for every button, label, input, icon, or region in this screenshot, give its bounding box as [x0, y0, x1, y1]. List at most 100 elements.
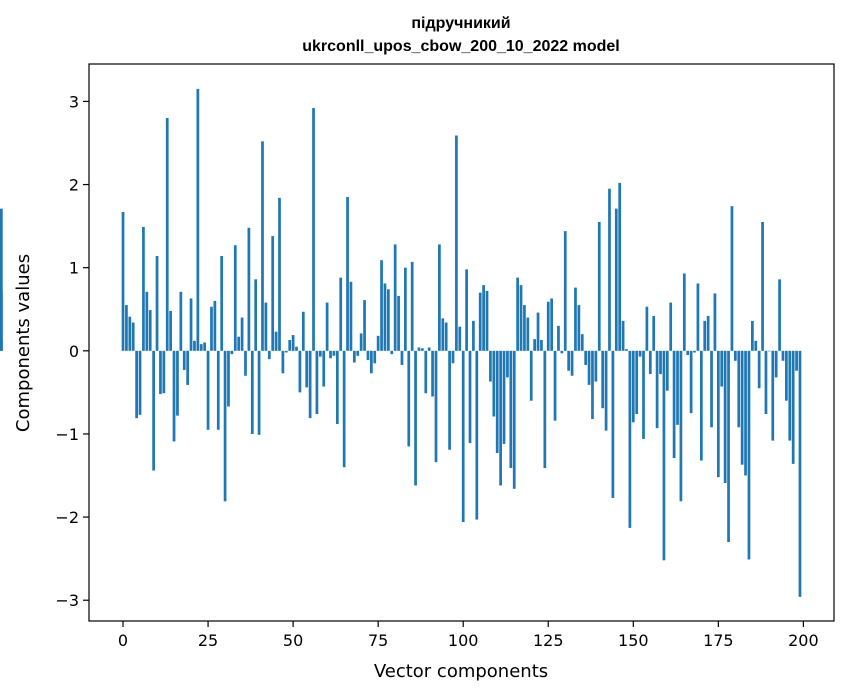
bar [267, 350, 271, 360]
bar [492, 350, 496, 417]
bar [159, 350, 162, 395]
bar [696, 283, 700, 351]
bar [733, 350, 737, 361]
bar [152, 350, 155, 471]
bar [778, 279, 781, 351]
bar [421, 348, 424, 351]
bar [441, 318, 445, 351]
bar [730, 206, 734, 351]
bar [795, 350, 798, 371]
bar [570, 350, 574, 376]
bar [349, 281, 353, 351]
y-tick-label: −2 [55, 508, 79, 527]
bar [744, 350, 747, 476]
bar [257, 350, 261, 435]
bar [352, 350, 356, 363]
bar [662, 350, 666, 561]
bar [131, 322, 135, 351]
bar [172, 350, 176, 442]
bar [451, 350, 455, 364]
bar [244, 350, 247, 376]
bar [448, 350, 451, 450]
bar [560, 350, 564, 354]
bar [230, 350, 234, 355]
bar [271, 236, 275, 351]
bar [438, 244, 441, 351]
bar [325, 302, 329, 351]
bar [679, 350, 683, 502]
bar [676, 350, 679, 425]
x-tick-label: 50 [283, 631, 303, 650]
bar [393, 244, 397, 351]
bar [478, 292, 482, 351]
bar [155, 256, 159, 351]
bar [594, 350, 598, 382]
axis-ticks: 0 25 50 75 100 125 150 175 200 −3 −2 −1 0 1 2 3 [55, 92, 818, 650]
bar [567, 350, 571, 371]
bar [635, 350, 639, 414]
bar [458, 326, 462, 351]
bar [648, 350, 652, 375]
bar [138, 350, 142, 415]
bar [318, 350, 322, 357]
bar [278, 197, 281, 351]
x-tick-label: 150 [618, 631, 649, 650]
bar [261, 141, 264, 351]
bar [281, 350, 285, 374]
bar [604, 350, 608, 431]
bar [781, 350, 785, 361]
bar [148, 310, 152, 351]
bar [186, 350, 190, 385]
bar [764, 350, 768, 414]
bar [305, 350, 309, 388]
bar [693, 350, 696, 353]
bar [121, 211, 125, 351]
bar [601, 350, 605, 409]
bar [404, 267, 407, 351]
bar [631, 350, 635, 423]
bar [128, 316, 132, 351]
bar [216, 350, 220, 430]
bar [523, 305, 526, 351]
bar [237, 336, 241, 351]
bar [176, 350, 179, 416]
bar [533, 339, 536, 351]
bar [427, 347, 431, 351]
bar [540, 340, 543, 351]
bar [193, 340, 196, 351]
y-axis-label: Components values [13, 254, 34, 432]
bar [638, 350, 642, 357]
bar [407, 350, 411, 447]
bar [737, 350, 741, 428]
bar [472, 320, 475, 351]
bar [233, 245, 237, 351]
bar [791, 350, 795, 464]
bar [614, 208, 618, 351]
x-tick-label: 125 [533, 631, 564, 650]
bar [0, 208, 3, 351]
chart-subtitle: ukrconll_upos_cbow_200_10_2022 model [302, 38, 619, 55]
bar [655, 350, 659, 429]
bar [332, 350, 336, 356]
y-tick-label: −3 [55, 591, 79, 610]
bar [659, 350, 662, 375]
bar [628, 350, 632, 528]
bar [206, 350, 210, 430]
x-tick-label: 0 [118, 631, 128, 650]
bar [506, 350, 509, 378]
x-tick-label: 100 [448, 631, 479, 650]
bar [706, 315, 710, 351]
bar [652, 315, 656, 351]
bar [312, 108, 315, 351]
bar [682, 273, 686, 351]
bar [356, 350, 360, 356]
bar [516, 277, 519, 351]
bar [227, 350, 230, 407]
x-tick-label: 175 [703, 631, 734, 650]
bar [529, 350, 533, 401]
bar [145, 291, 149, 351]
bar-series [0, 88, 802, 597]
y-tick-label: −1 [55, 425, 79, 444]
bar [587, 350, 591, 385]
bar [387, 289, 390, 351]
